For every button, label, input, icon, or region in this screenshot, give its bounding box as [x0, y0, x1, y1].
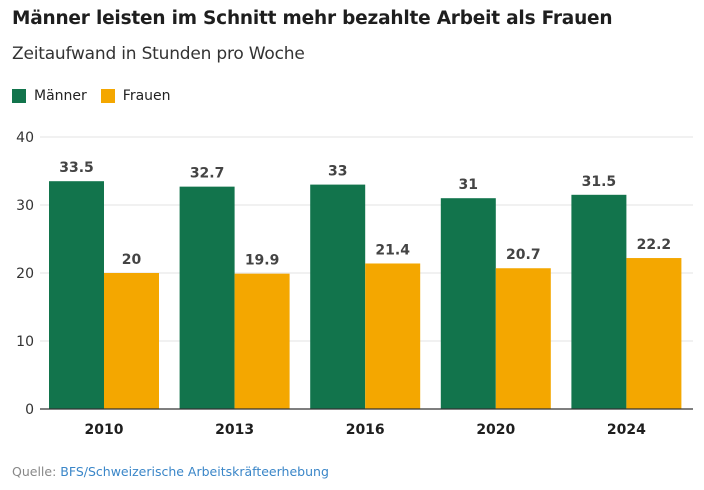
- data-label-men-2020: 31: [459, 177, 478, 193]
- bar-women-2013: [234, 273, 290, 409]
- legend: Männer Frauen: [12, 88, 185, 104]
- x-tick-label-2016: 2016: [346, 422, 385, 438]
- bar-women-2010: [104, 273, 159, 409]
- data-label-women-2013: 19.9: [245, 253, 280, 269]
- bar-men-2020: [440, 198, 496, 409]
- x-tick-label-2010: 2010: [85, 422, 124, 438]
- bar-men-2016: [310, 184, 366, 409]
- bar-women-2020: [495, 268, 551, 409]
- bar-women-2016: [365, 263, 421, 409]
- bar-men-2010: [49, 181, 104, 409]
- data-label-women-2020: 20.7: [506, 247, 541, 263]
- bar-women-2024: [626, 258, 682, 409]
- legend-label-women: Frauen: [122, 88, 171, 104]
- bar-men-2013: [179, 186, 235, 409]
- y-tick-label-20: 20: [16, 266, 34, 282]
- legend-label-men: Männer: [34, 88, 87, 104]
- data-label-women-2010: 20: [122, 252, 142, 268]
- y-tick-label-0: 0: [25, 402, 34, 418]
- x-tick-label-2020: 2020: [476, 422, 515, 438]
- legend-swatch-women: [100, 89, 115, 103]
- source-prefix: Quelle:: [12, 464, 61, 479]
- data-label-men-2010: 33.5: [59, 160, 94, 176]
- chart-title: Männer leisten im Schnitt mehr bezahlte …: [12, 8, 613, 29]
- y-tick-label-30: 30: [16, 198, 34, 214]
- data-label-women-2016: 21.4: [375, 242, 410, 258]
- chart-subtitle: Zeitaufwand in Stunden pro Woche: [12, 44, 305, 64]
- x-tick-label-2013: 2013: [215, 422, 254, 438]
- bar-men-2024: [571, 194, 627, 409]
- source-note: Quelle: BFS/Schweizerische Arbeitskräfte…: [12, 464, 329, 479]
- data-label-women-2024: 22.2: [637, 237, 672, 253]
- data-label-men-2024: 31.5: [582, 174, 617, 190]
- y-tick-label-10: 10: [16, 334, 34, 350]
- legend-item-women: Frauen: [100, 88, 171, 104]
- x-tick-label-2024: 2024: [607, 422, 646, 438]
- legend-item-men: Männer: [12, 88, 87, 104]
- legend-swatch-men: [12, 89, 26, 103]
- data-label-men-2013: 32.7: [190, 166, 225, 182]
- y-tick-label-40: 40: [16, 130, 34, 146]
- source-link[interactable]: BFS/Schweizerische Arbeitskräfteerhebung: [60, 464, 329, 479]
- data-label-men-2016: 33: [328, 164, 347, 180]
